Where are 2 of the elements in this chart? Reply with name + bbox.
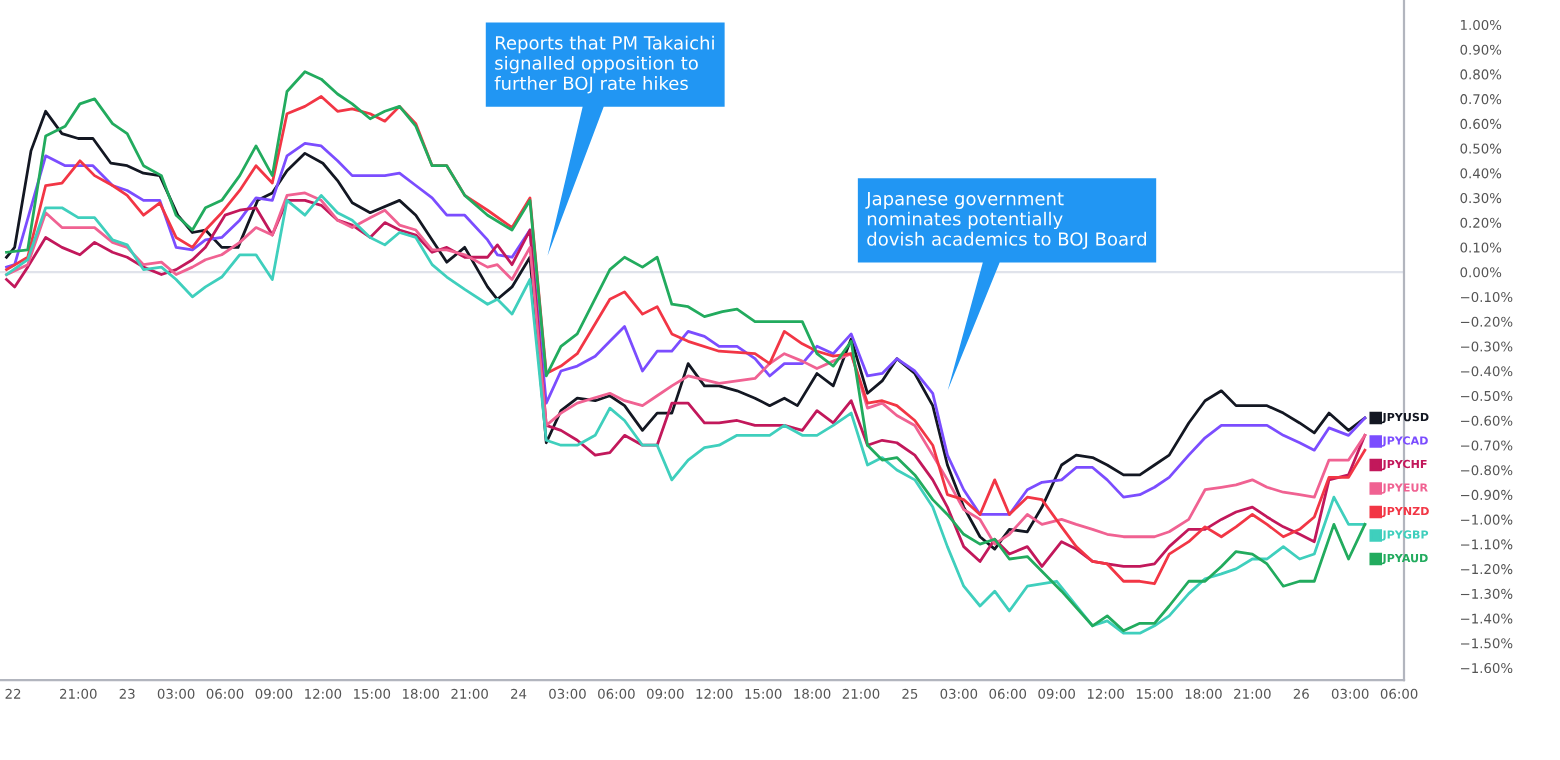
annotation: Reports that PM Takaichi signalled opposition to further BOJ rate hikes xyxy=(494,35,714,94)
annotation: Japanese government nominates potentially dovish academics to BOJ Board xyxy=(865,191,1147,250)
